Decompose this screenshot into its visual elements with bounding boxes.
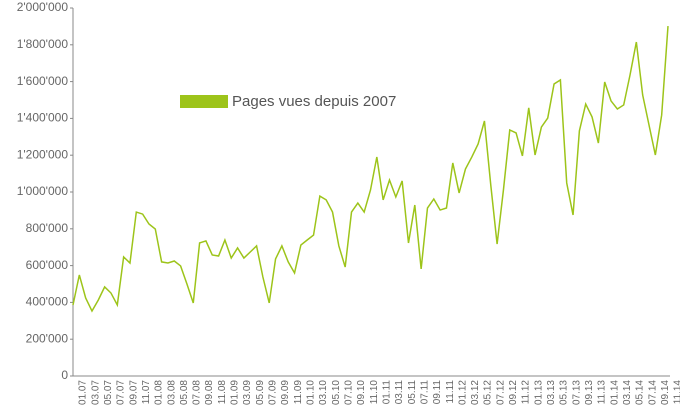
y-tick-label: 1'200'000 (17, 147, 69, 161)
x-tick-label: 03.08 (166, 380, 177, 405)
x-tick-label: 07.08 (192, 380, 203, 405)
x-tick-label: 09.08 (204, 380, 215, 405)
y-tick-label: 1'600'000 (17, 74, 69, 88)
x-tick-label: 11.12 (521, 380, 532, 405)
legend-swatch (180, 95, 228, 108)
x-tick-label: 11.13 (597, 380, 608, 405)
x-tick-label: 11.10 (369, 380, 380, 405)
y-tick-label: 400'000 (26, 295, 69, 309)
x-tick-label: 03.11 (394, 380, 405, 405)
y-tick-label: 200'000 (26, 331, 69, 345)
x-tick-label: 05.12 (483, 380, 494, 405)
x-tick-label: 01.08 (154, 380, 165, 405)
x-tick-label: 05.13 (559, 380, 570, 405)
x-tick-label: 09.10 (356, 380, 367, 405)
x-tick-label: 05.14 (635, 380, 646, 405)
x-tick-label: 05.08 (179, 380, 190, 405)
x-tick-label: 01.09 (230, 380, 241, 405)
y-tick-label: 2'000'000 (17, 0, 69, 14)
x-tick-label: 01.13 (533, 380, 544, 405)
x-tick-label: 07.09 (268, 380, 279, 405)
x-tick-label: 11.14 (673, 380, 680, 405)
x-tick-label: 07.11 (419, 380, 430, 405)
y-tick-label: 800'000 (26, 221, 69, 235)
x-tick-label: 03.12 (470, 380, 481, 405)
x-tick-label: 03.14 (622, 380, 633, 405)
x-tick-label: 07.10 (343, 380, 354, 405)
y-tick-label: 600'000 (26, 258, 69, 272)
y-tick-label: 1'000'000 (17, 184, 69, 198)
x-tick-label: 01.07 (78, 380, 89, 405)
x-tick-label: 05.09 (255, 380, 266, 405)
y-tick-label: 1'400'000 (17, 111, 69, 125)
x-tick-label: 09.09 (280, 380, 291, 405)
data-line (72, 25, 669, 313)
x-tick-label: 01.10 (306, 380, 317, 405)
y-tick-label: 1'800'000 (17, 37, 69, 51)
x-tick-label: 11.11 (445, 380, 456, 404)
legend-label: Pages vues depuis 2007 (232, 93, 396, 110)
x-tick-label: 05.07 (103, 380, 114, 405)
x-tick-label: 09.11 (432, 380, 443, 405)
x-tick-label: 07.13 (571, 380, 582, 405)
x-tick-label: 11.07 (141, 380, 152, 405)
x-tick-label: 05.11 (407, 380, 418, 405)
x-tick-label: 07.14 (647, 380, 658, 405)
x-tick-label: 03.13 (546, 380, 557, 405)
x-tick-label: 07.12 (495, 380, 506, 405)
x-tick-label: 09.12 (508, 380, 519, 405)
x-tick-label: 01.14 (609, 380, 620, 405)
x-tick-label: 11.08 (217, 380, 228, 405)
x-tick-label: 03.09 (242, 380, 253, 405)
x-tick-label: 09.14 (660, 380, 671, 405)
x-tick-label: 03.10 (318, 380, 329, 405)
x-tick-label: 11.09 (293, 380, 304, 405)
x-tick-label: 09.07 (128, 380, 139, 405)
x-tick-label: 05.10 (331, 380, 342, 405)
x-tick-label: 09.13 (584, 380, 595, 405)
x-tick-label: 01.11 (381, 380, 392, 405)
x-tick-label: 07.07 (116, 380, 127, 405)
x-tick-label: 01.12 (457, 380, 468, 405)
y-tick-label: 0 (61, 368, 68, 382)
x-tick-label: 03.07 (90, 380, 101, 405)
